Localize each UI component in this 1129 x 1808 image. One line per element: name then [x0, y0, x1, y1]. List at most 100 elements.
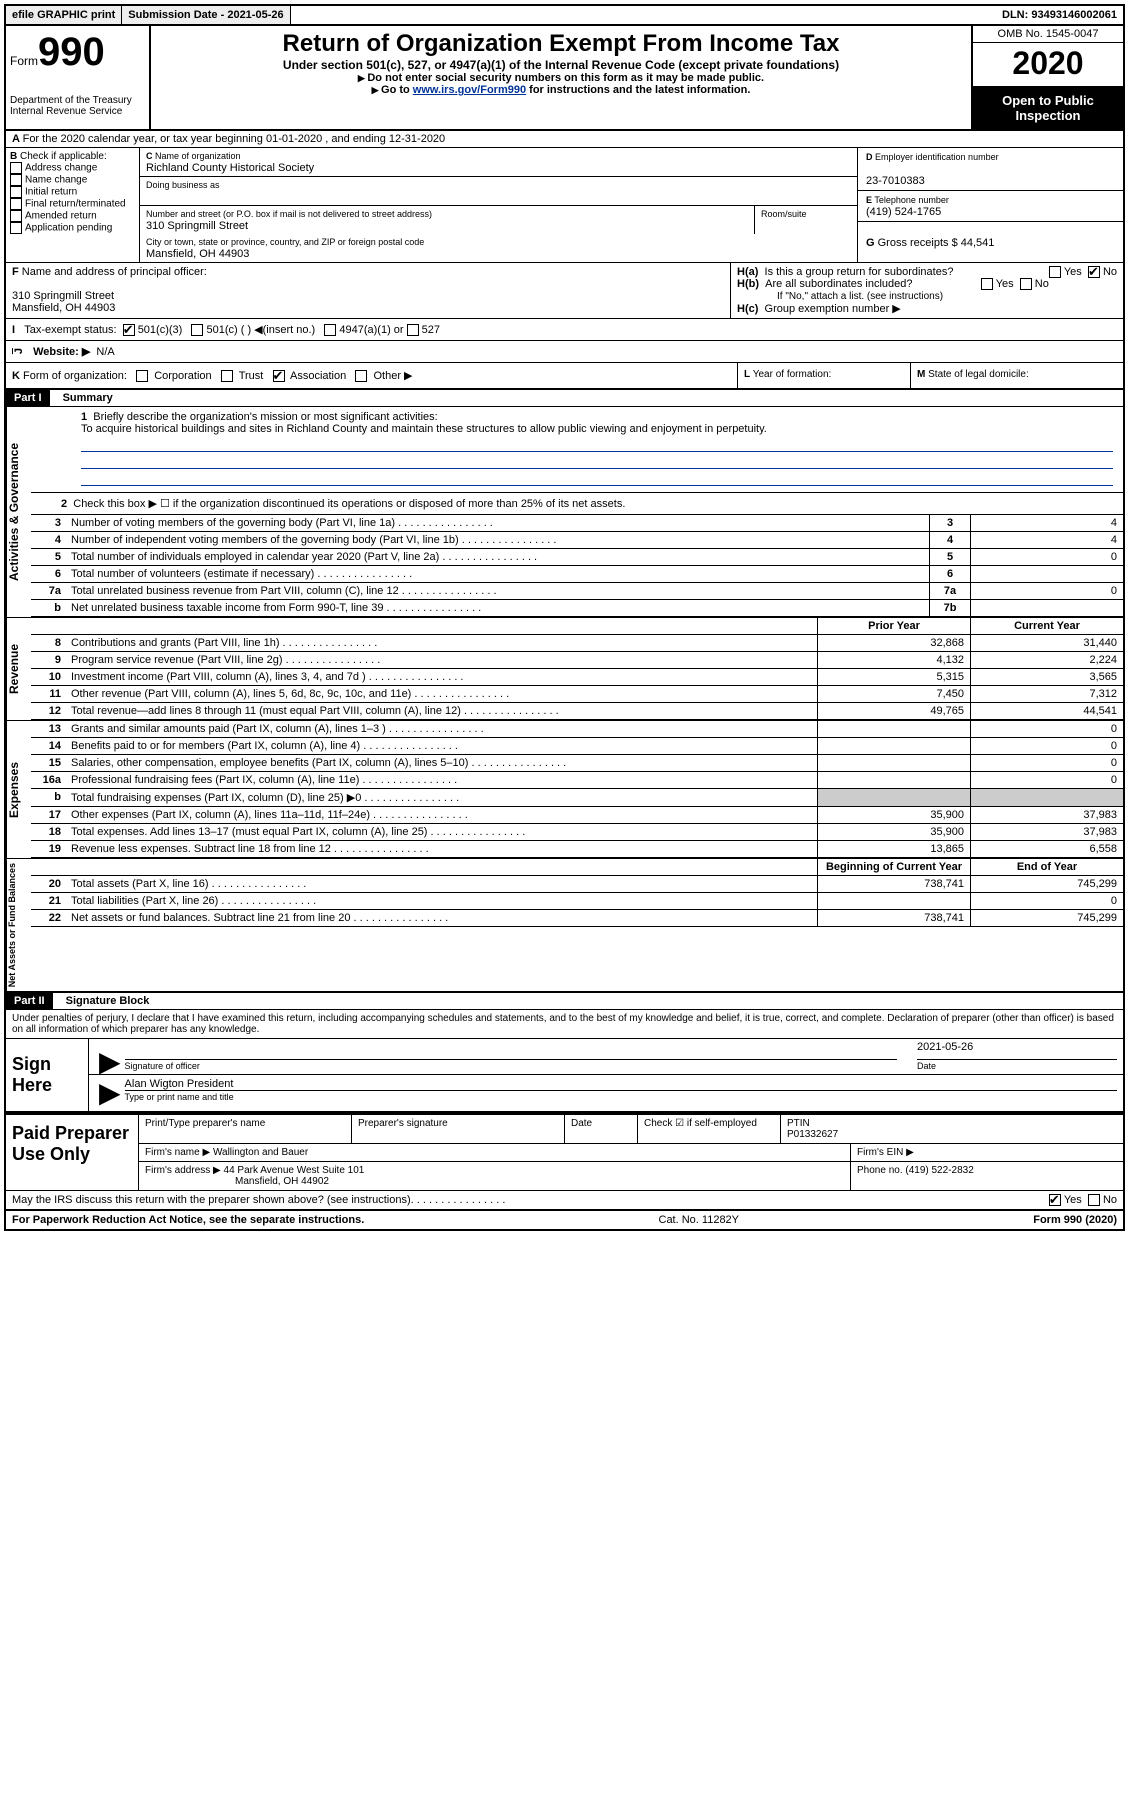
501c-label: 501(c) ( ) ◀(insert no.): [206, 323, 315, 336]
tel-value: (419) 524-1765: [866, 206, 941, 218]
discuss-row: May the IRS discuss this return with the…: [6, 1190, 1123, 1211]
summary-line: 13Grants and similar amounts paid (Part …: [31, 721, 1123, 738]
addr-change-label: Address change: [25, 163, 97, 174]
summary-line: 19Revenue less expenses. Subtract line 1…: [31, 841, 1123, 858]
sign-arrow-icon: ▶: [95, 1052, 125, 1072]
summary-line: 17Other expenses (Part IX, column (A), l…: [31, 807, 1123, 824]
street-label: Number and street (or P.O. box if mail i…: [146, 209, 432, 219]
officer-addr2: Mansfield, OH 44903: [12, 302, 115, 314]
gross-value: 44,541: [961, 237, 995, 249]
street-value: 310 Springmill Street: [146, 220, 248, 232]
501c3-checkbox[interactable]: [123, 324, 135, 336]
prep-name-header: Print/Type preparer's name: [139, 1115, 352, 1143]
corp-label: Corporation: [154, 370, 211, 382]
summary-line: 3Number of voting members of the governi…: [31, 515, 1123, 532]
city-label: City or town, state or province, country…: [146, 237, 424, 247]
footer-mid: Cat. No. 11282Y: [659, 1214, 740, 1226]
discuss-no-checkbox[interactable]: [1088, 1194, 1100, 1206]
summary-line: 7aTotal unrelated business revenue from …: [31, 583, 1123, 600]
summary-line: 8Contributions and grants (Part VIII, li…: [31, 635, 1123, 652]
org-name: Richland County Historical Society: [146, 162, 314, 174]
4947-checkbox[interactable]: [324, 324, 336, 336]
name-change-label: Name change: [25, 175, 87, 186]
row-a: A For the 2020 calendar year, or tax yea…: [6, 131, 1123, 148]
gross-label: Gross receipts $: [878, 237, 961, 249]
ha-no: No: [1103, 266, 1117, 278]
sub-date-label: Submission Date -: [128, 9, 227, 21]
note2-pre: Go to: [381, 84, 413, 96]
4947-label: 4947(a)(1) or: [339, 324, 403, 336]
tax-year: 2020: [973, 43, 1123, 87]
summary-line: 6Total number of volunteers (estimate if…: [31, 566, 1123, 583]
final-return-checkbox[interactable]: [10, 198, 22, 210]
sign-arrow-icon-2: ▶: [95, 1083, 125, 1103]
prep-date-header: Date: [565, 1115, 638, 1143]
summary-line: 10Investment income (Part VIII, column (…: [31, 669, 1123, 686]
501c-checkbox[interactable]: [191, 324, 203, 336]
hc-label: Group exemption number ▶: [765, 303, 901, 315]
other-checkbox[interactable]: [355, 370, 367, 382]
corp-checkbox[interactable]: [136, 370, 148, 382]
527-checkbox[interactable]: [407, 324, 419, 336]
col-d: D Employer identification number 23-7010…: [858, 148, 1123, 262]
dln-label: DLN:: [1002, 9, 1031, 21]
type-name-label: Type or print name and title: [125, 1092, 234, 1102]
form-number: 990: [38, 30, 105, 75]
website-value: N/A: [96, 346, 114, 358]
trust-checkbox[interactable]: [221, 370, 233, 382]
hb-note: If "No," attach a list. (see instruction…: [737, 291, 943, 302]
sign-here-label: Sign Here: [6, 1039, 89, 1111]
discuss-yes-checkbox[interactable]: [1049, 1194, 1061, 1206]
hb-yes-checkbox[interactable]: [981, 278, 993, 290]
summary-line: 14Benefits paid to or for members (Part …: [31, 738, 1123, 755]
summary-line: 20Total assets (Part X, line 16)738,7417…: [31, 876, 1123, 893]
assoc-checkbox[interactable]: [273, 370, 285, 382]
ptin-label: PTIN: [787, 1118, 810, 1129]
name-change-checkbox[interactable]: [10, 174, 22, 186]
form990-link[interactable]: www.irs.gov/Form990: [413, 84, 526, 96]
amended-checkbox[interactable]: [10, 210, 22, 222]
paid-preparer: Paid Preparer Use Only Print/Type prepar…: [6, 1113, 1123, 1190]
app-pending-label: Application pending: [25, 223, 112, 234]
firm-addr-label: Firm's address ▶: [145, 1165, 224, 1176]
summary-line: bNet unrelated business taxable income f…: [31, 600, 1123, 617]
prior-year-header: Prior Year: [817, 618, 970, 634]
ha-yes: Yes: [1064, 266, 1082, 278]
header-center: Return of Organization Exempt From Incom…: [151, 26, 971, 129]
ha-yes-checkbox[interactable]: [1049, 266, 1061, 278]
part2-header: Part II: [6, 993, 53, 1009]
hb-no-checkbox[interactable]: [1020, 278, 1032, 290]
year-formation-label: Year of formation:: [753, 369, 832, 380]
omb-number: OMB No. 1545-0047: [973, 26, 1123, 43]
assoc-label: Association: [290, 370, 346, 382]
mission-text: To acquire historical buildings and site…: [81, 423, 767, 435]
firm-city: Mansfield, OH 44902: [145, 1176, 329, 1187]
firm-ein-label: Firm's EIN ▶: [851, 1144, 1123, 1161]
ha-no-checkbox[interactable]: [1088, 266, 1100, 278]
dln-value: 93493146002061: [1031, 9, 1117, 21]
part1-header: Part I: [6, 390, 50, 406]
ptin-value: P01332627: [787, 1129, 838, 1140]
open-inspection: Open to Public Inspection: [973, 87, 1123, 129]
app-pending-checkbox[interactable]: [10, 222, 22, 234]
ha-label: Is this a group return for subordinates?: [765, 266, 954, 278]
hb-yes: Yes: [996, 278, 1014, 290]
prep-check-header: Check ☑ if self-employed: [638, 1115, 781, 1143]
summary-line: 15Salaries, other compensation, employee…: [31, 755, 1123, 772]
discuss-no: No: [1103, 1194, 1117, 1206]
tax-status-label: Tax-exempt status:: [24, 324, 116, 336]
officer-name-title: Alan Wigton President: [125, 1078, 1117, 1091]
sub-date-value: 2021-05-26: [227, 9, 283, 21]
tel-label: Telephone number: [874, 195, 949, 205]
initial-return-checkbox[interactable]: [10, 186, 22, 198]
summary-line: 12Total revenue—add lines 8 through 11 (…: [31, 703, 1123, 720]
addr-change-checkbox[interactable]: [10, 162, 22, 174]
note2-post: for instructions and the latest informat…: [529, 84, 750, 96]
dept-treasury: Department of the Treasury Internal Reve…: [10, 95, 145, 117]
trust-label: Trust: [239, 370, 264, 382]
summary-line: 21Total liabilities (Part X, line 26)0: [31, 893, 1123, 910]
summary-line: 4Number of independent voting members of…: [31, 532, 1123, 549]
501c3-label: 501(c)(3): [138, 324, 183, 336]
ein-label: Employer identification number: [875, 152, 999, 162]
sig-date-label: Date: [917, 1061, 936, 1071]
